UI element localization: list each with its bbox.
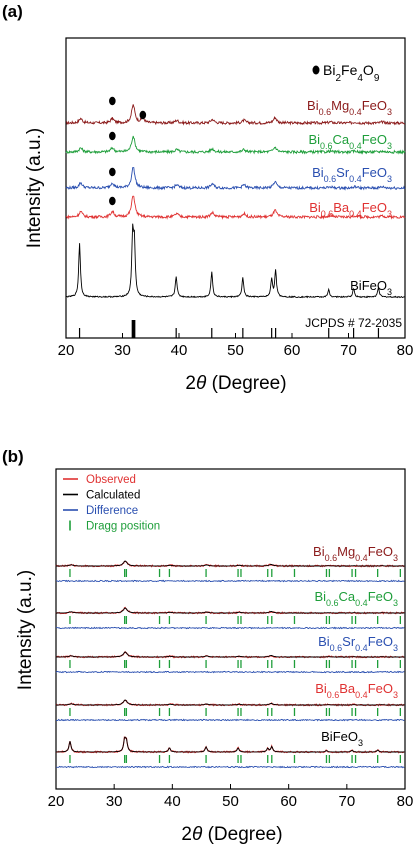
- panel-a-traces: Bi0.6Mg0.4FeO3 Bi0.6Ca0.4FeO3 Bi0.6Sr0.4Fe…: [65, 96, 406, 338]
- panel-b-y-axis-title: Intensity (a.u.): [15, 570, 36, 690]
- panel-b-x-ticks: 20 30 40 50 60 70 80: [48, 784, 414, 810]
- impurity-legend-label: Bi2Fe4O9: [323, 62, 380, 84]
- panel-b-x-tick-label: 80: [397, 793, 414, 810]
- panel-b-legend: Observed Calculated Difference Dragg positi…: [63, 474, 160, 533]
- panel-b-x-tick-label: 50: [222, 793, 239, 810]
- impurity-marker-mg: [109, 96, 116, 106]
- panel-a-trace-bfo: [65, 223, 406, 299]
- legend-label-difference: Difference: [86, 505, 138, 517]
- jcpds-reference-label: JCPDS # 72-2035: [305, 316, 402, 330]
- panel-a-trace-ca: [65, 135, 406, 155]
- panel-b-series-label-ca: Bi0.6Ca0.4FeO3: [314, 589, 398, 608]
- panel-b-difference-bfo: [55, 765, 405, 769]
- impurity-marker-ba: [109, 196, 116, 206]
- panel-a-x-tick-label: 70: [340, 342, 357, 359]
- panel-b-calculated-mg: [56, 560, 405, 567]
- panel-a-trace-sr: [65, 167, 406, 191]
- panel-b-series-label-sr: Bi0.6Sr0.4FeO3: [318, 634, 398, 653]
- panel-b-series-label-bfo: BiFeO3: [321, 729, 363, 748]
- panel-b-traces: Bi0.6Mg0.4FeO3 Bi0.6Ca0.4FeO3 Bi0.6Sr0.4Fe…: [55, 544, 405, 769]
- panel-b-x-tick-label: 60: [280, 793, 297, 810]
- panel-b-calculated-sr: [56, 651, 405, 658]
- panel-a-x-tick-label: 20: [58, 342, 75, 359]
- panel-a-series-label-mg: Bi0.6Mg0.4FeO3: [307, 98, 392, 117]
- panel-a-x-tick-label: 60: [284, 342, 301, 359]
- panel-b-difference-ba: [55, 718, 405, 722]
- legend-label-calculated: Calculated: [86, 490, 140, 502]
- panel-a-series-label-bfo: BiFeO3: [350, 278, 392, 297]
- impurity-marker-ca: [109, 131, 116, 141]
- panel-b-x-tick-label: 70: [338, 793, 355, 810]
- panel-b-difference-sr: [55, 670, 405, 674]
- panel-b-x-axis-title: 2θ (Degree): [181, 824, 282, 845]
- legend-label-observed: Observed: [86, 474, 136, 486]
- panel-a-series-label-ca: Bi0.6Ca0.4FeO3: [308, 132, 392, 151]
- panel-b-x-tick-label: 30: [106, 793, 123, 810]
- panel-a-series-label-ba: Bi0.6Ba0.4FeO3: [309, 200, 392, 219]
- impurity-marker-mg: [139, 110, 147, 120]
- panel-a-x-tick-label: 30: [114, 342, 131, 359]
- legend-label-bragg: Dragg position: [86, 521, 160, 533]
- impurity-legend-marker: [312, 65, 320, 75]
- impurity-legend: Bi2Fe4O9: [312, 62, 380, 84]
- panel-a-x-tick-label: 50: [227, 342, 244, 359]
- panel-b-calculated-ca: [56, 607, 405, 614]
- panel-a-trace-mg: [65, 104, 405, 126]
- panel-a-x-tick-label: 80: [397, 342, 414, 359]
- panel-a-x-tick-label: 40: [171, 342, 188, 359]
- panel-b-series-label-ba: Bi0.6Ba0.4FeO3: [315, 681, 398, 700]
- panel-b-calculated-bfo: [56, 736, 405, 753]
- panel-a-x-ticks: 20 30 40 50 60 70 80: [58, 333, 414, 359]
- panel-b-calculated-ba: [56, 699, 405, 706]
- panel-b-series-label-mg: Bi0.6Mg0.4FeO3: [313, 544, 398, 563]
- panel-a-label: (a): [2, 2, 23, 21]
- panel-b-label: (b): [2, 447, 24, 466]
- impurity-marker-sr: [109, 167, 116, 177]
- panel-a-trace-ba: [65, 195, 406, 220]
- panel-b-x-tick-label: 40: [164, 793, 181, 810]
- panel-b-difference-mg: [55, 579, 405, 583]
- panel-b-difference-ca: [55, 626, 405, 630]
- panel-a-x-axis-title: 2θ (Degree): [185, 373, 286, 394]
- panel-a-series-label-sr: Bi0.6Sr0.4FeO3: [312, 165, 392, 184]
- panel-b-x-tick-label: 20: [48, 793, 65, 810]
- panel-a-y-axis-title: Intensity (a.u.): [24, 128, 45, 248]
